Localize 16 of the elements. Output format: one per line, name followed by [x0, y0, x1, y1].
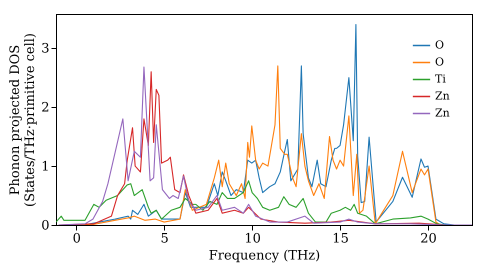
- x-axis-title: Frequency (THz): [208, 248, 320, 264]
- legend-label: O: [435, 38, 444, 52]
- x-tick-label: 5: [160, 232, 169, 246]
- y-tick-label: 3: [41, 42, 50, 57]
- legend-label: Zn: [435, 106, 450, 120]
- legend-label: O: [435, 56, 444, 68]
- y-axis-title: Phonon projected DOS (States/THz·primitive cell): [8, 32, 38, 208]
- legend-label: Zn: [435, 90, 450, 102]
- x-tick-label: 20: [420, 232, 437, 246]
- y-tick-label: 1: [41, 160, 50, 175]
- y-tick-label: 0: [41, 218, 50, 234]
- y-tick-label: 2: [41, 100, 50, 116]
- x-tick-label: 10: [244, 232, 261, 246]
- legend-label: Ti: [435, 72, 446, 86]
- x-tick-label: 15: [332, 232, 349, 246]
- x-tick-label: 0: [72, 232, 81, 246]
